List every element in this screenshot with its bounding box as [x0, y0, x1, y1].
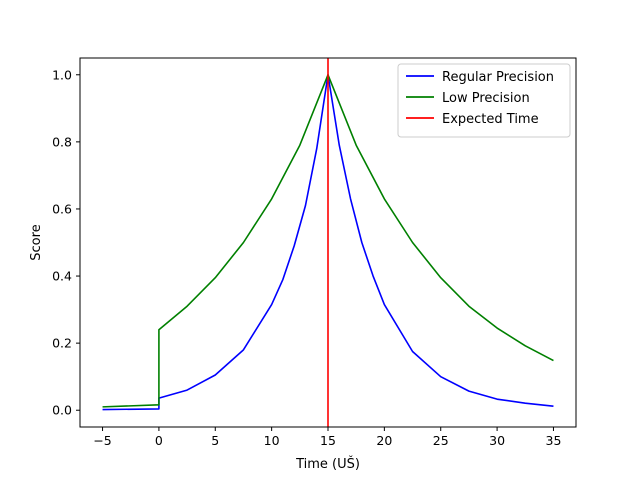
plot-lines: [102, 58, 554, 427]
y-tick-label: 0.6: [52, 201, 72, 216]
x-tick-label: 10: [264, 433, 280, 448]
y-axis-label: Score: [29, 224, 44, 260]
x-tick-label: 25: [433, 433, 449, 448]
legend-label: Low Precision: [442, 91, 530, 106]
y-axis: 0.0 0.2 0.4 0.6 0.8 1.0: [52, 67, 80, 418]
y-tick-label: 0.8: [52, 134, 72, 149]
x-tick-label: 35: [546, 433, 562, 448]
legend-label: Regular Precision: [442, 70, 554, 85]
x-tick-label: −5: [93, 433, 111, 448]
legend: Regular Precision Low Precision Expected T…: [397, 63, 571, 138]
y-tick-label: 0.0: [52, 403, 72, 418]
x-tick-label: 20: [376, 433, 392, 448]
legend-label: Expected Time: [442, 112, 539, 127]
y-tick-label: 1.0: [52, 67, 72, 82]
x-tick-label: 15: [320, 433, 336, 448]
y-tick-label: 0.4: [52, 269, 72, 284]
x-tick-label: 5: [211, 433, 219, 448]
x-tick-label: 0: [155, 433, 163, 448]
x-axis: −5 0 5 10 15 20 25 30 35: [93, 427, 561, 448]
x-tick-label: 30: [489, 433, 505, 448]
y-tick-label: 0.2: [52, 336, 72, 351]
x-axis-label: Time (UŠ): [295, 456, 360, 472]
legend-box: [397, 63, 571, 138]
